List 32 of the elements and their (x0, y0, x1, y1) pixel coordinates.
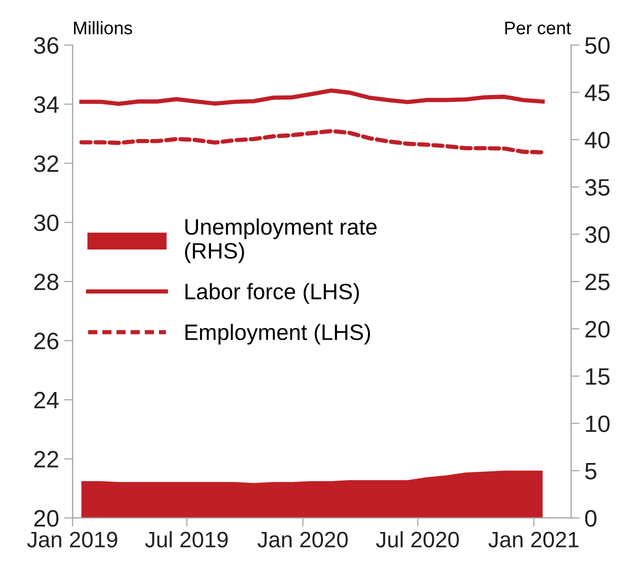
y-tick-label: 36 (34, 37, 58, 54)
y-tick-label: 34 (34, 96, 59, 113)
x-tick-label: Jul 2019 (145, 531, 228, 548)
legend-label: Employment (LHS) (186, 324, 370, 345)
y-tick-label: 26 (34, 332, 58, 350)
line-series (79, 88, 545, 106)
x-tick-label: Jan 2021 (488, 532, 578, 548)
x-tick-label: Jan 2019 (27, 532, 118, 548)
y-tick-label: 24 (34, 392, 59, 408)
y2-tick-label: 35 (585, 178, 610, 196)
y2-tick-label: 5 (585, 462, 596, 480)
legend-label: Unemployment rate (RHS) (185, 218, 377, 264)
y-tick-label: 20 (34, 510, 58, 527)
line-series (79, 128, 545, 154)
x-tick-label: Jan 2020 (258, 532, 348, 548)
y-tick-label: 30 (34, 214, 58, 232)
y-axis-title: Millions (74, 21, 132, 34)
y2-tick-label: 30 (585, 226, 610, 243)
legend-label: Labor force (LHS) (186, 283, 359, 304)
y-tick-label: 32 (34, 155, 58, 172)
y2-tick-label: 0 (585, 510, 596, 527)
y2-axis-title: Per cent (505, 22, 571, 34)
y2-tick-label: 15 (586, 368, 610, 385)
y2-tick-label: 45 (584, 84, 610, 102)
x-tick-label: Jul 2020 (376, 531, 459, 548)
y2-tick-label: 25 (585, 274, 610, 290)
y-tick-label: 28 (34, 274, 58, 290)
y-tick-label: 22 (34, 450, 58, 468)
y2-tick-label: 50 (585, 37, 610, 54)
y2-tick-label: 40 (584, 132, 610, 148)
y2-tick-label: 20 (585, 320, 610, 338)
y2-tick-label: 10 (586, 415, 610, 432)
